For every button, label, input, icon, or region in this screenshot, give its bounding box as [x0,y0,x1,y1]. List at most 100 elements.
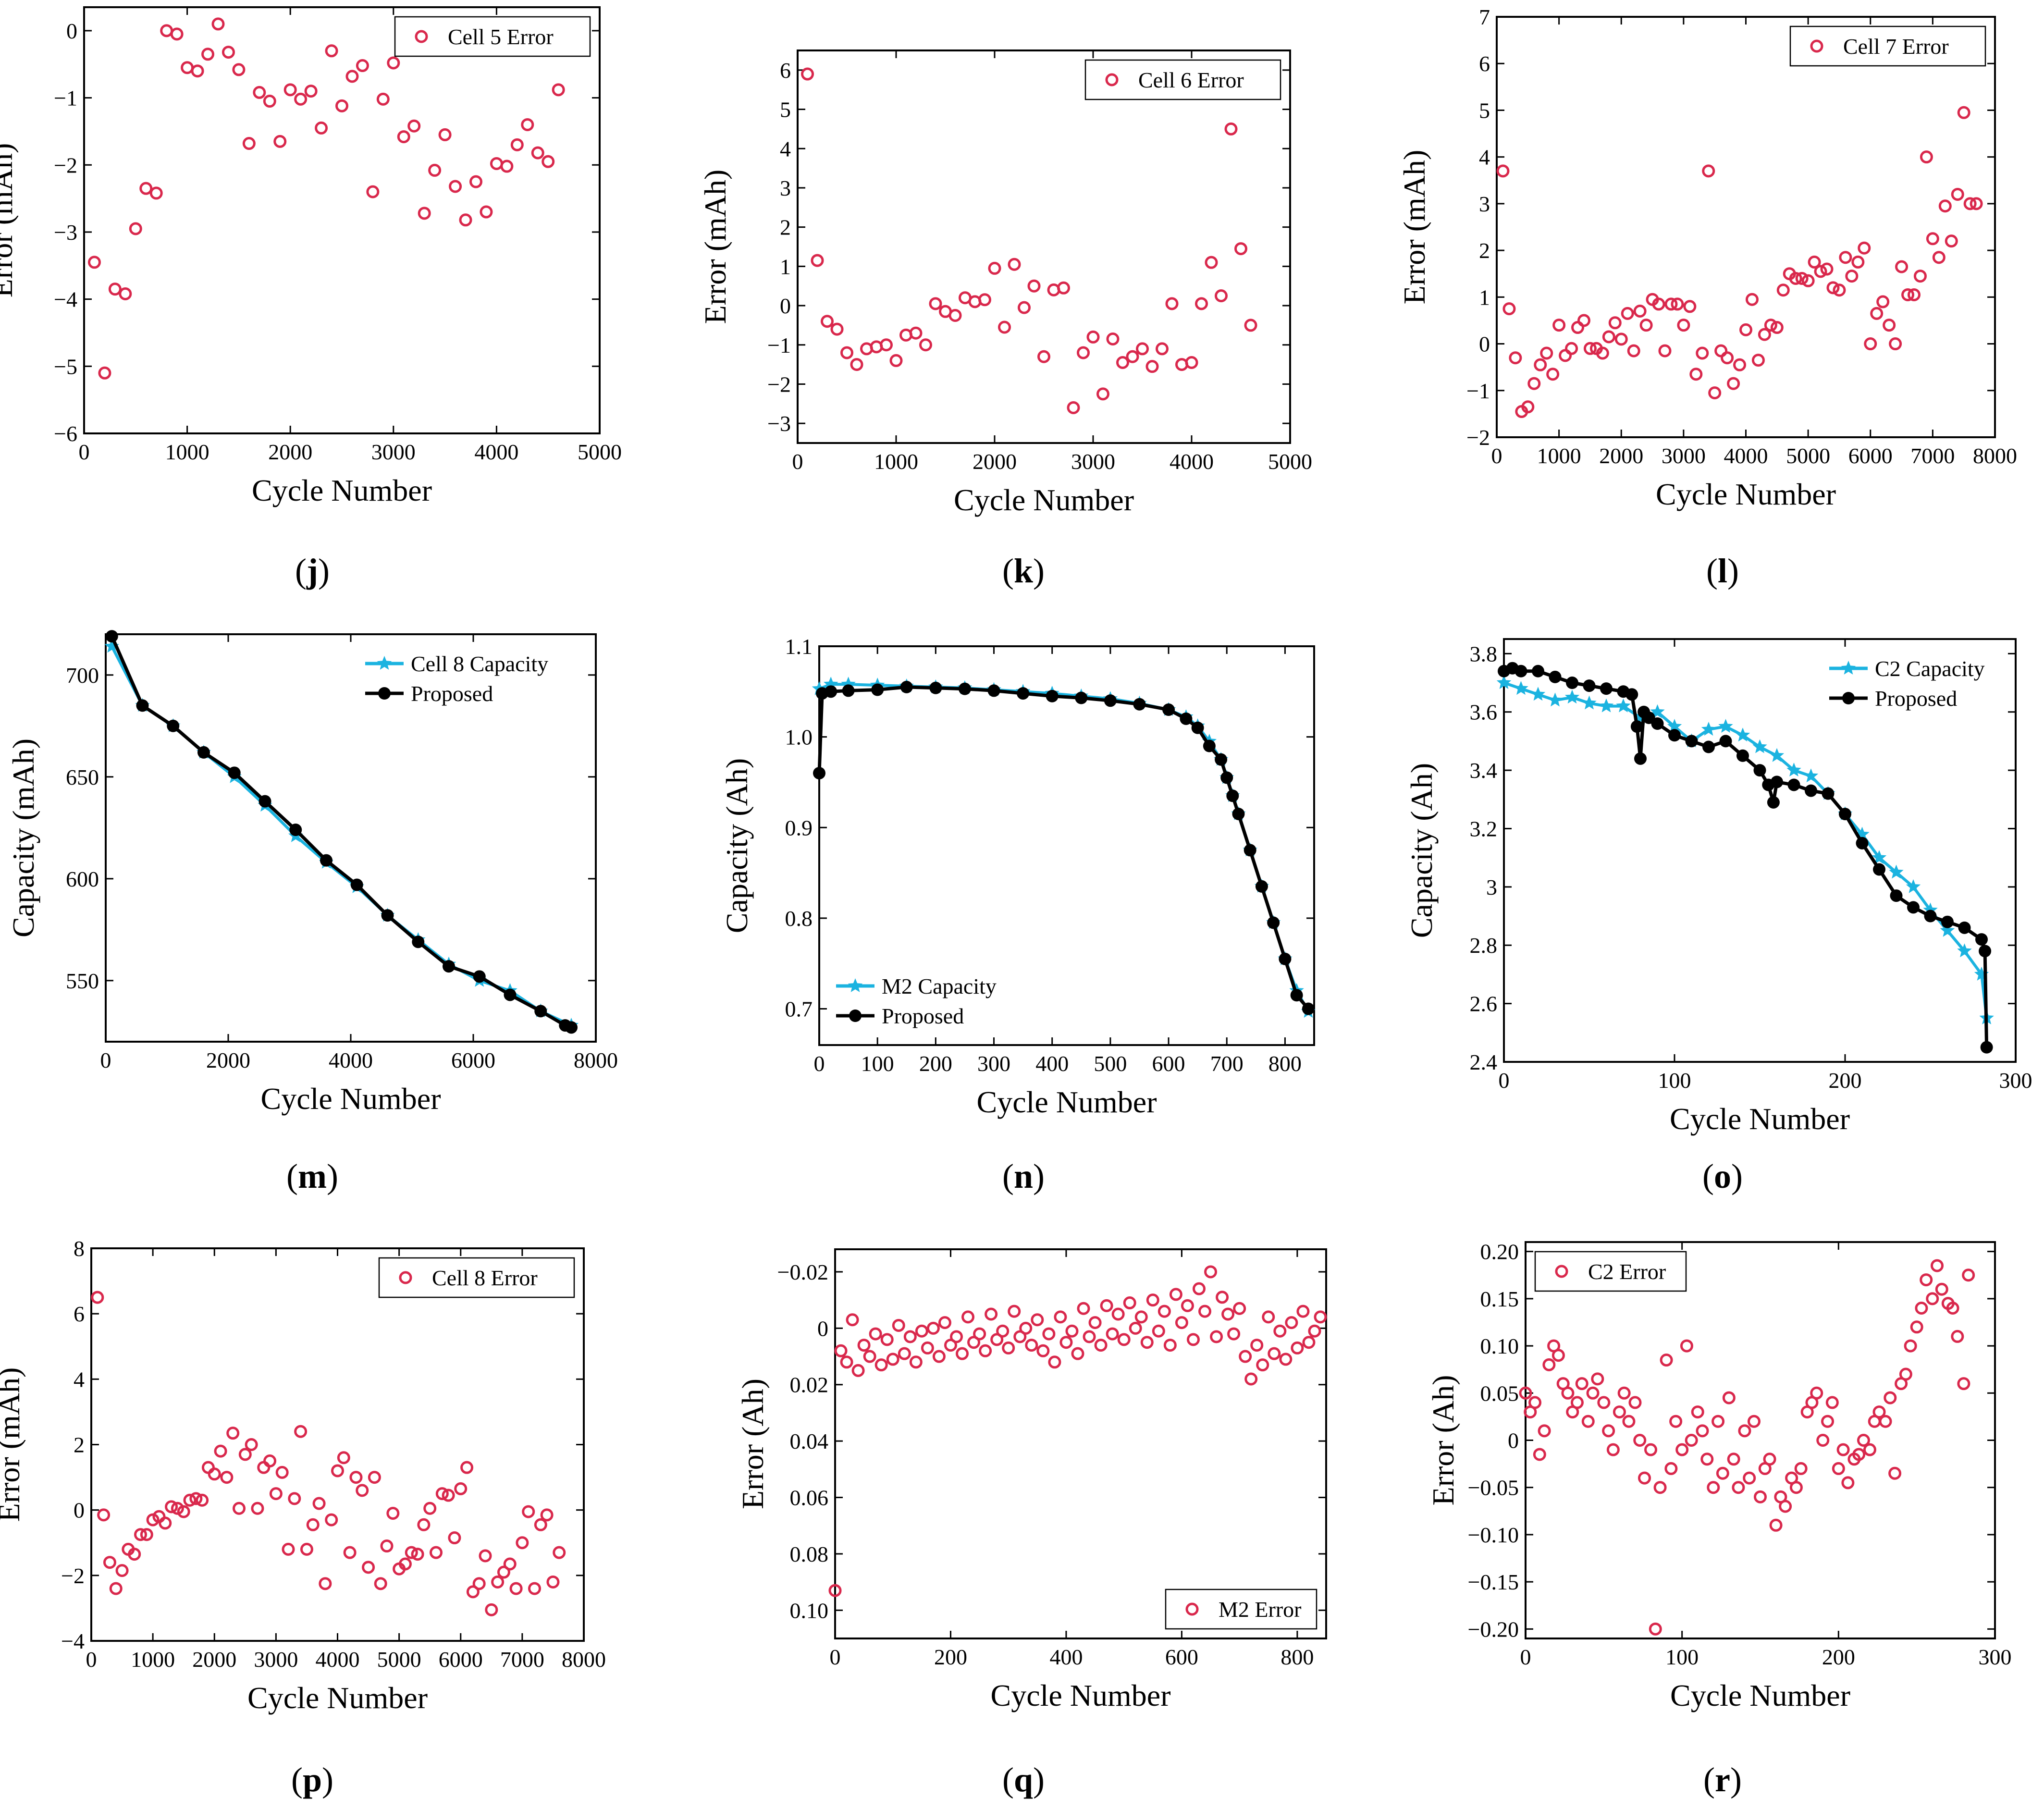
data-point [840,346,853,359]
data-point [356,1484,369,1497]
plot-frame [834,1248,1327,1639]
data-point [1509,351,1522,365]
data-point [405,1546,418,1559]
data-point [863,1350,876,1363]
x-tick-label: 700 [1210,1051,1244,1076]
data-point [128,1548,141,1561]
data-point [1152,1324,1165,1338]
data-point [1752,739,1767,753]
data-point [985,1307,998,1321]
y-tick-label: −0.05 [1468,1476,1519,1500]
y-tick-label: 0.05 [1480,1381,1519,1405]
data-point [1941,915,1954,928]
data-point [1046,690,1059,702]
x-axis-label: Cycle Number [247,1681,428,1715]
data-point [448,1531,461,1545]
data-point [1667,719,1682,733]
data-point [1634,752,1647,765]
legend-marker [378,687,391,700]
data-point [1514,681,1528,695]
panel-label: (l) [1706,552,1739,590]
y-tick-label: 3 [780,176,791,200]
x-tick-label: 4000 [316,1647,360,1672]
data-point [1732,1481,1745,1494]
data-point [1940,923,1955,937]
data-point [1821,1415,1835,1428]
data-point [1696,346,1709,360]
data-point [1789,1481,1803,1494]
data-point [1974,966,1989,981]
data-point [294,1425,308,1438]
data-point [1613,1405,1626,1419]
y-tick-label: 2.8 [1470,933,1498,958]
plot-frame [83,6,601,434]
x-tick-label: 2000 [206,1048,250,1072]
data-point [374,1577,387,1590]
data-point [1906,879,1921,893]
panel-o: 0 100 200 300 2.4 2.6 2.8 3 3.2 3.4 3.6 3.8 Cycle Nu… [1404,638,2032,1195]
data-point [1733,358,1747,371]
data-point [1606,1443,1620,1456]
y-tick-label: −2 [767,372,791,396]
data-point [956,1347,969,1360]
legend-marker [399,1271,412,1284]
data-point [1116,356,1129,369]
y-tick-label: 3.6 [1470,700,1498,725]
data-point [1915,1302,1928,1315]
legend: M2 Error [1165,1588,1318,1630]
data-point [1162,703,1175,716]
data-point [497,1565,510,1579]
y-tick-label: 0 [1508,1428,1519,1453]
x-tick-label: 200 [919,1051,952,1076]
data-point [1889,337,1902,351]
data-point [263,95,276,108]
data-point [990,1333,1004,1346]
panel-label-letter: q [1014,1761,1033,1799]
data-point [1027,279,1041,293]
data-point [1267,916,1280,929]
data-point [1244,844,1256,857]
data-point [1700,1453,1714,1466]
panel-label-letter: p [303,1761,322,1799]
data-point [428,163,442,177]
data-point [801,67,814,81]
data-point [1191,721,1204,734]
data-point [1776,283,1790,297]
x-tick-label: 5000 [1268,449,1312,474]
data-point [1057,281,1070,295]
data-point [1614,332,1628,346]
data-point [1779,1500,1792,1513]
x-tick-label: 100 [861,1051,894,1076]
data-point [1680,1339,1693,1353]
data-point [892,1318,905,1332]
data-point [1946,1302,1959,1315]
data-point [1205,256,1218,269]
y-tick-label: 3 [1486,875,1497,899]
x-tick-label: 0 [1499,1068,1510,1093]
data-point [1314,1310,1327,1324]
x-axis-label: Cycle Number [261,1082,441,1116]
data-point [1664,1462,1678,1475]
data-point [1226,789,1239,802]
panel-n: 0 100 200 300 400 500 600 700 800 0.7 0.8 0.9 1.0 1.1… [720,634,1316,1195]
data-point [1244,1372,1258,1386]
data-point [1870,307,1884,320]
data-point [1111,1307,1125,1321]
data-point [1136,342,1149,356]
x-tick-label: 200 [934,1645,967,1669]
data-point [1920,1273,1933,1287]
y-tick-label: 0 [66,19,77,43]
data-point [1581,1415,1595,1428]
data-point [98,366,111,380]
data-point [1864,337,1877,351]
data-point [1195,297,1208,310]
data-point [1548,692,1563,707]
data-point [191,64,204,78]
data-point [282,1542,295,1556]
data-point [1795,271,1809,285]
data-point [1221,1307,1235,1321]
legend: Cell 8 Capacity Proposed [365,652,548,706]
data-point [165,1500,178,1514]
data-point [1291,1341,1304,1354]
panel-label-open: ( [286,1157,298,1195]
